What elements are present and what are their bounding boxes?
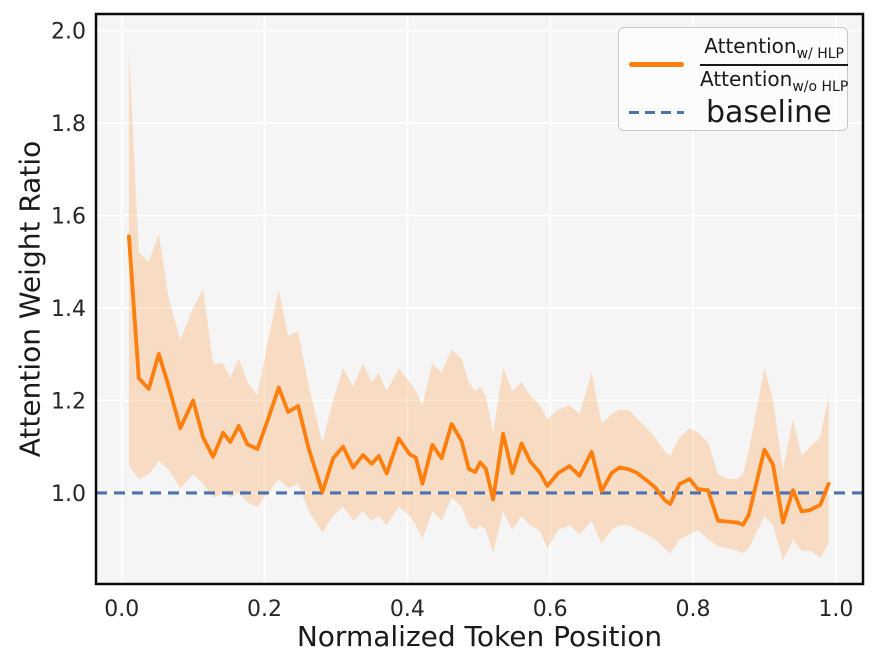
x-tick-label: 0.8 bbox=[676, 597, 711, 622]
y-tick-label: 1.4 bbox=[51, 297, 86, 322]
y-tick-label: 1.6 bbox=[51, 205, 86, 230]
x-tick-label: 0.6 bbox=[533, 597, 568, 622]
baseline-dashed-swatch bbox=[629, 110, 684, 115]
attention-ratio-line bbox=[127, 234, 831, 527]
y-tick-label: 1.0 bbox=[51, 482, 86, 507]
fraction-denominator: Attentionw/o HLP bbox=[700, 67, 849, 95]
x-axis-label: Normalized Token Position bbox=[296, 620, 663, 653]
x-tick-label: 0.0 bbox=[104, 597, 139, 622]
y-tick-label: 1.8 bbox=[51, 112, 86, 137]
ratio-fraction-label: Attentionw/ HLP Attentionw/o HLP bbox=[700, 34, 849, 95]
x-tick-label: 0.2 bbox=[247, 597, 282, 622]
y-tick-label: 1.2 bbox=[51, 389, 86, 414]
legend-entry-ratio: Attentionw/ HLP Attentionw/o HLP bbox=[629, 34, 849, 95]
legend: Attentionw/ HLP Attentionw/o HLP baselin… bbox=[618, 27, 849, 131]
baseline-label: baseline bbox=[706, 95, 832, 130]
x-tick-label: 1.0 bbox=[818, 597, 853, 622]
y-tick-label: 2.0 bbox=[51, 20, 86, 45]
axes-frame bbox=[94, 12, 865, 586]
y-axis-label: Attention Weight Ratio bbox=[13, 140, 47, 458]
ratio-line-swatch bbox=[629, 62, 684, 67]
legend-entry-baseline: baseline bbox=[629, 95, 839, 130]
x-tick-label: 0.4 bbox=[390, 597, 425, 622]
fraction-numerator: Attentionw/ HLP bbox=[700, 34, 849, 66]
